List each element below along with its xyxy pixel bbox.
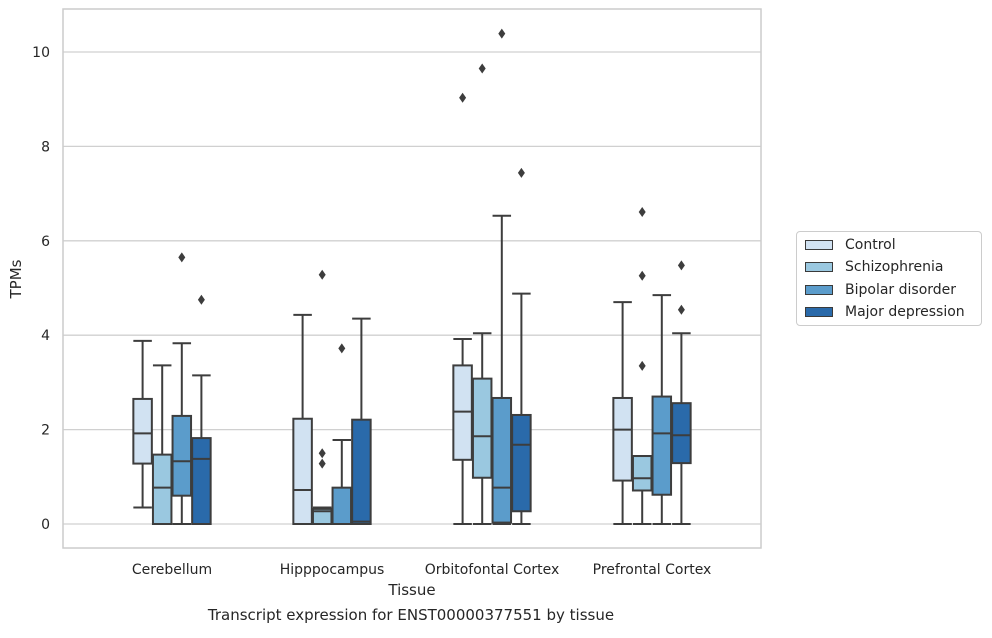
box-major-depression — [511, 167, 532, 525]
box-control — [612, 301, 633, 525]
box-schizophrenia — [311, 269, 333, 525]
iqr-box — [151, 453, 173, 525]
iqr-box — [511, 413, 532, 513]
legend: Control Schizophrenia Bipolar disorder M… — [796, 231, 982, 326]
outlier-point — [318, 448, 326, 459]
iqr-box — [191, 437, 212, 526]
outlier-point — [197, 294, 205, 305]
y-tick-label: 2 — [41, 423, 50, 439]
iqr-box — [311, 507, 333, 525]
legend-item-control: Control — [805, 235, 896, 255]
chart-caption: Transcript expression for ENST0000037755… — [207, 606, 615, 624]
box-major-depression — [191, 294, 212, 526]
x-tick-label: Hipppocampus — [280, 562, 385, 578]
outlier-point — [178, 252, 186, 263]
box-control — [132, 339, 153, 509]
y-tick-label: 0 — [41, 517, 50, 533]
legend-label-control: Control — [845, 237, 896, 253]
outlier-point — [318, 269, 326, 280]
outlier-point — [478, 63, 486, 74]
box-schizophrenia — [471, 63, 493, 525]
outlier-point — [677, 304, 685, 315]
box-bipolar-disorder — [651, 294, 673, 525]
y-tick-label: 4 — [41, 328, 50, 344]
box-control — [292, 313, 313, 525]
legend-swatch-control — [805, 240, 833, 250]
y-tick-label: 8 — [41, 139, 50, 155]
iqr-box — [351, 418, 372, 525]
legend-label-schizophrenia: Schizophrenia — [845, 259, 944, 275]
iqr-box — [651, 395, 673, 496]
x-tick-label: Orbitofontal Cortex — [425, 562, 560, 578]
legend-swatch-major-depression — [805, 307, 833, 317]
outlier-point — [498, 28, 506, 39]
y-axis-label: TPMs — [7, 259, 25, 299]
outlier-point — [638, 360, 646, 371]
box-bipolar-disorder — [491, 28, 513, 525]
box-bipolar-disorder — [331, 343, 353, 526]
iqr-box — [671, 402, 692, 465]
boxes-layer — [132, 28, 692, 526]
outlier-point — [459, 92, 467, 103]
legend-item-schizophrenia: Schizophrenia — [805, 257, 943, 277]
box-schizophrenia — [151, 364, 173, 525]
legend-swatch-bipolar — [805, 285, 833, 295]
iqr-box — [132, 397, 153, 465]
y-tick-label: 6 — [41, 234, 50, 250]
x-axis-label: Tissue — [387, 581, 435, 599]
box-bipolar-disorder — [171, 252, 193, 525]
outlier-point — [638, 207, 646, 218]
iqr-box — [171, 414, 193, 497]
iqr-box — [491, 396, 513, 524]
box-major-depression — [671, 260, 692, 525]
legend-item-major-depression: Major depression — [805, 302, 965, 322]
box-schizophrenia — [631, 207, 653, 525]
iqr-box — [612, 396, 633, 482]
outlier-point — [677, 260, 685, 271]
y-tick-label: 10 — [32, 45, 50, 61]
iqr-box — [471, 377, 493, 479]
legend-item-bipolar: Bipolar disorder — [805, 280, 956, 300]
box-major-depression — [351, 317, 372, 525]
legend-label-bipolar: Bipolar disorder — [845, 282, 957, 298]
outlier-point — [318, 458, 326, 469]
outlier-point — [638, 270, 646, 281]
x-tick-label: Cerebellum — [132, 562, 212, 578]
x-tick-label: Prefrontal Cortex — [593, 562, 712, 578]
plot-frame — [62, 8, 762, 549]
iqr-box — [292, 417, 313, 525]
legend-swatch-schizophrenia — [805, 262, 833, 272]
axes-layer: 0 2 4 6 8 10 Cerebellum Hipppocampus Orbitofonta… — [32, 45, 711, 578]
legend-label-major-depression: Major depression — [845, 304, 965, 320]
outlier-point — [338, 343, 346, 354]
outlier-point — [517, 167, 525, 178]
iqr-box — [331, 486, 353, 526]
box-control — [452, 92, 473, 525]
iqr-box — [631, 455, 653, 492]
